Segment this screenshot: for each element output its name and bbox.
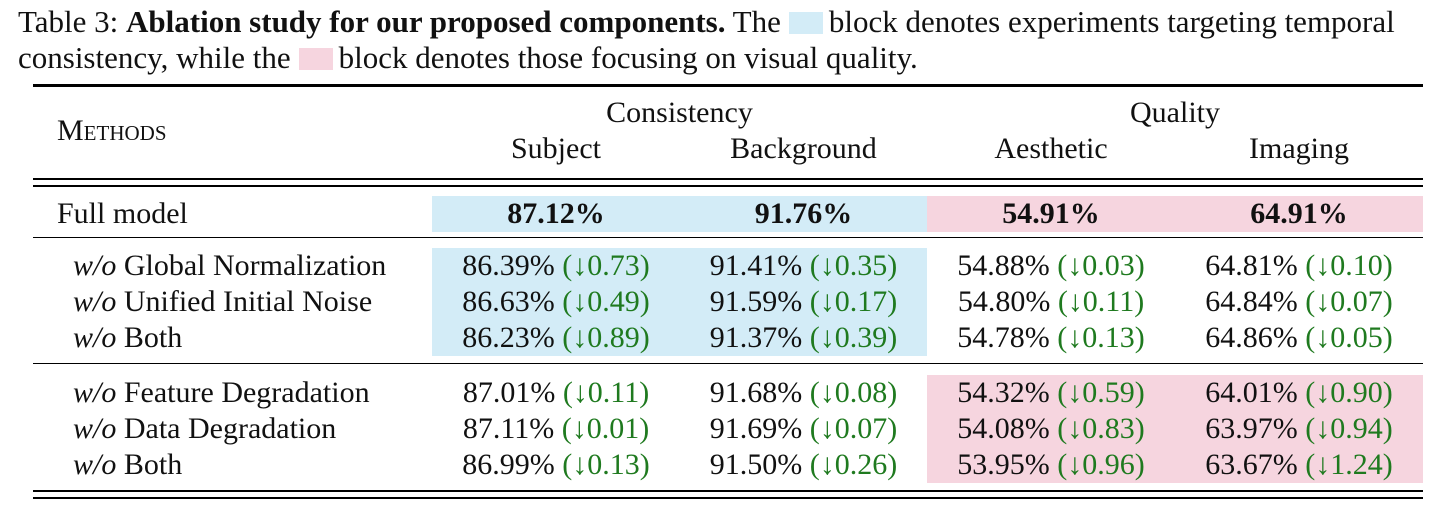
table-caption: Table 3: Ablation study for our proposed… (18, 4, 1448, 76)
imaging-column-header: Imaging (1249, 132, 1349, 165)
full-model-background: 91.76% (754, 197, 853, 230)
table-cell: 64.01% (↓0.90) (1205, 376, 1393, 409)
table-cell: 87.01% (↓0.11) (462, 376, 650, 409)
table-cell: 54.32% (↓0.59) (957, 376, 1145, 409)
table-cell: 64.86% (↓0.05) (1205, 321, 1393, 354)
consistency-ablation-block (432, 248, 927, 356)
midrule-1 (33, 237, 1423, 238)
table-cell: 91.69% (↓0.07) (709, 412, 898, 445)
table-cell: 64.81% (↓0.10) (1205, 249, 1393, 282)
caption-title: Ablation study for our proposed componen… (126, 4, 726, 39)
row-label: w/o Data Degradation (73, 412, 337, 445)
table-cell: 91.41% (↓0.35) (709, 249, 898, 282)
row-label: w/o Both (73, 321, 183, 354)
table-cell: 91.68% (↓0.08) (709, 376, 898, 409)
full-model-consistency-block (432, 196, 927, 232)
table-cell: 54.08% (↓0.83) (957, 412, 1145, 445)
subject-column-header: Subject (511, 132, 601, 165)
table-cell: 91.37% (↓0.39) (709, 321, 898, 354)
table-cell: 87.11% (↓0.01) (462, 412, 650, 445)
table-cell: 54.88% (↓0.03) (957, 249, 1145, 282)
caption-text-3: block denotes those focusing on visual q… (338, 40, 918, 75)
aesthetic-column-header: Aesthetic (994, 132, 1108, 165)
caption-text-1: The (732, 4, 781, 39)
table-cell: 86.39% (↓0.73) (462, 249, 650, 282)
table-cell: 86.23% (↓0.89) (462, 321, 650, 354)
full-model-label: Full model (57, 197, 188, 230)
table-cell: 64.84% (↓0.07) (1205, 285, 1393, 318)
row-label: w/o Global Normalization (73, 249, 387, 282)
header-rule-2 (33, 185, 1423, 187)
bottom-rule-1 (33, 490, 1423, 492)
quality-group-header: Quality (1130, 96, 1220, 129)
table-cell: 53.95% (↓0.96) (957, 448, 1145, 481)
table-cell: 63.67% (↓1.24) (1205, 448, 1393, 481)
full-model-subject: 87.12% (507, 197, 605, 230)
consistency-color-swatch (788, 12, 823, 34)
full-model-aesthetic: 54.91% (1002, 197, 1100, 230)
table-cell: 86.63% (↓0.49) (462, 285, 650, 318)
consistency-group-header: Consistency (606, 96, 753, 129)
table-cell: 54.80% (↓0.11) (957, 285, 1145, 318)
table-cell: 91.59% (↓0.17) (709, 285, 898, 318)
quality-ablation-block (927, 375, 1423, 483)
midrule-2 (33, 363, 1423, 364)
background-column-header: Background (730, 132, 877, 165)
caption-prefix: Table 3: (18, 4, 119, 39)
row-label: w/o Unified Initial Noise (73, 285, 373, 318)
quality-color-swatch (298, 48, 333, 70)
table-cell: 54.78% (↓0.13) (957, 321, 1145, 354)
row-label: w/o Both (73, 448, 183, 481)
table-cell: 86.99% (↓0.13) (462, 448, 650, 481)
full-model-quality-block (927, 196, 1423, 232)
table-cell: 91.50% (↓0.26) (709, 448, 898, 481)
row-label: w/o Feature Degradation (73, 376, 370, 409)
bottom-rule-2 (33, 497, 1423, 499)
full-model-imaging: 64.91% (1250, 197, 1348, 230)
methods-header: Methods (57, 114, 167, 147)
table-cell: 63.97% (↓0.94) (1205, 412, 1393, 445)
caption-text-2: block denotes experiments targeting temp… (18, 4, 1395, 75)
top-rule (33, 84, 1423, 87)
header-rule-1 (33, 178, 1423, 180)
